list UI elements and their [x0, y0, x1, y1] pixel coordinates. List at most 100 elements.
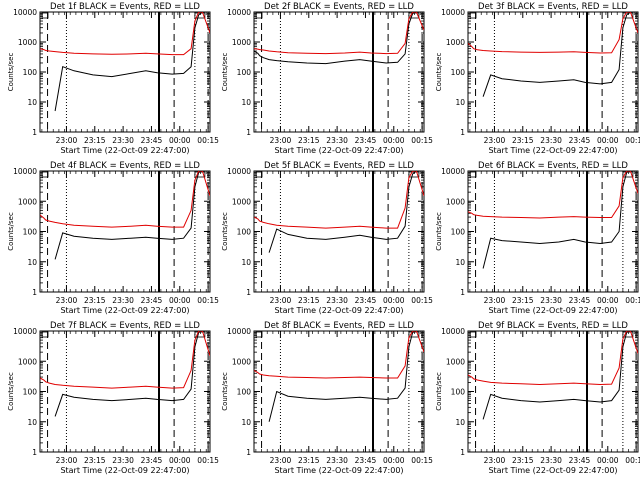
y-tick-label: 100	[451, 388, 466, 397]
y-tick-label: 1000	[232, 197, 251, 206]
events-series-line	[254, 12, 417, 65]
y-tick-label: 10	[455, 98, 465, 107]
y-axis-label: Counts/sec	[221, 53, 229, 92]
x-axis-label: Start Time (22-Oct-09 22:47:00)	[60, 466, 189, 475]
y-axis-label: Counts/sec	[7, 212, 15, 251]
x-tick-label: 00:00	[169, 456, 191, 465]
events-series-line	[268, 171, 417, 253]
x-tick-label: 23:15	[512, 296, 534, 305]
lld-series-line	[40, 171, 210, 228]
chart-panel-8: Det 8f BLACK = Events, RED = LLD 1 10 100 10…	[221, 321, 433, 475]
events-series-line	[54, 331, 203, 417]
lld-series-line	[254, 171, 424, 229]
chart-title: Det 1f BLACK = Events, RED = LLD	[50, 2, 200, 12]
plot-frame	[253, 170, 425, 293]
lld-series-line	[40, 331, 210, 389]
x-tick-label: 23:15	[512, 456, 534, 465]
x-tick-label: 23:00	[484, 136, 506, 145]
lld-series-line	[254, 331, 424, 379]
y-tick-label: 100	[237, 68, 252, 77]
events-series-line	[482, 12, 631, 97]
y-axis-label: Counts/sec	[435, 212, 443, 251]
x-axis-label: Start Time (22-Oct-09 22:47:00)	[60, 306, 189, 315]
y-tick-label: 10000	[227, 327, 251, 336]
y-tick-label: 1	[32, 288, 37, 297]
y-tick-label: 10000	[441, 327, 465, 336]
x-tick-label: 00:00	[383, 456, 405, 465]
y-tick-label: 10000	[13, 327, 37, 336]
y-tick-label: 10000	[441, 167, 465, 176]
y-axis-label: Counts/sec	[221, 372, 229, 411]
events-series-line	[482, 331, 631, 420]
corner-indicator	[255, 12, 263, 19]
plot-frame	[253, 330, 425, 453]
x-tick-label: 00:15	[197, 136, 219, 145]
lld-series-line	[468, 331, 638, 386]
lld-series-line	[40, 12, 210, 56]
events-series-line	[482, 171, 631, 269]
y-tick-label: 1	[246, 288, 251, 297]
x-tick-label: 00:15	[625, 296, 640, 305]
x-tick-label: 00:15	[411, 456, 433, 465]
events-series-line	[54, 171, 203, 260]
x-tick-label: 00:00	[169, 136, 191, 145]
x-tick-label: 23:45	[141, 296, 163, 305]
y-tick-label: 1	[460, 448, 465, 457]
x-tick-label: 23:45	[569, 136, 591, 145]
x-tick-label: 23:15	[298, 136, 320, 145]
x-tick-label: 23:30	[326, 136, 348, 145]
x-tick-label: 23:30	[112, 136, 134, 145]
corner-indicator	[41, 331, 49, 338]
corner-indicator	[41, 12, 49, 19]
x-tick-label: 00:15	[411, 296, 433, 305]
x-axis-label: Start Time (22-Oct-09 22:47:00)	[274, 146, 403, 155]
plot-frame	[39, 170, 211, 293]
x-tick-label: 23:00	[56, 296, 78, 305]
corner-indicator	[255, 331, 263, 338]
chart-title: Det 6f BLACK = Events, RED = LLD	[478, 161, 628, 171]
x-tick-label: 00:00	[597, 136, 619, 145]
y-tick-label: 10000	[227, 8, 251, 17]
corner-indicator	[469, 12, 477, 19]
y-tick-label: 100	[23, 68, 38, 77]
y-tick-label: 10000	[441, 8, 465, 17]
x-tick-label: 00:15	[625, 456, 640, 465]
chart-title: Det 5f BLACK = Events, RED = LLD	[264, 161, 414, 171]
x-tick-label: 23:15	[298, 296, 320, 305]
plot-frame	[253, 11, 425, 133]
chart-panel-2: Det 2f BLACK = Events, RED = LLD 1 10 100 10…	[221, 2, 433, 155]
y-axis-label: Counts/sec	[7, 53, 15, 92]
y-tick-label: 10000	[13, 167, 37, 176]
chart-title: Det 7f BLACK = Events, RED = LLD	[50, 321, 200, 331]
x-axis-label: Start Time (22-Oct-09 22:47:00)	[274, 466, 403, 475]
y-axis-label: Counts/sec	[435, 372, 443, 411]
x-tick-label: 23:15	[84, 456, 106, 465]
chart-panel-4: Det 4f BLACK = Events, RED = LLD 1 10 100 10…	[7, 161, 219, 315]
x-tick-label: 00:15	[197, 456, 219, 465]
x-tick-label: 23:15	[512, 136, 534, 145]
x-tick-label: 23:15	[84, 296, 106, 305]
x-tick-label: 23:30	[540, 456, 562, 465]
y-tick-label: 100	[237, 388, 252, 397]
x-tick-label: 00:15	[625, 136, 640, 145]
x-tick-label: 23:45	[141, 136, 163, 145]
plot-frame	[39, 330, 211, 453]
x-tick-label: 23:00	[270, 456, 292, 465]
corner-indicator-right	[194, 12, 206, 19]
x-axis-label: Start Time (22-Oct-09 22:47:00)	[488, 466, 617, 475]
y-tick-label: 100	[451, 228, 466, 237]
y-tick-label: 1000	[18, 357, 37, 366]
x-tick-label: 23:45	[355, 136, 377, 145]
chart-panel-7: Det 7f BLACK = Events, RED = LLD 1 10 100 10…	[7, 321, 219, 475]
y-tick-label: 10	[455, 258, 465, 267]
chart-title: Det 4f BLACK = Events, RED = LLD	[50, 161, 200, 171]
x-tick-label: 00:00	[383, 136, 405, 145]
x-tick-label: 00:00	[597, 456, 619, 465]
plot-frame	[467, 170, 639, 293]
chart-panel-3: Det 3f BLACK = Events, RED = LLD 1 10 100 10…	[435, 2, 640, 155]
chart-title: Det 2f BLACK = Events, RED = LLD	[264, 2, 414, 12]
x-tick-label: 23:30	[112, 456, 134, 465]
lld-series-line	[468, 12, 638, 54]
y-tick-label: 100	[237, 228, 252, 237]
events-series-line	[54, 12, 203, 112]
